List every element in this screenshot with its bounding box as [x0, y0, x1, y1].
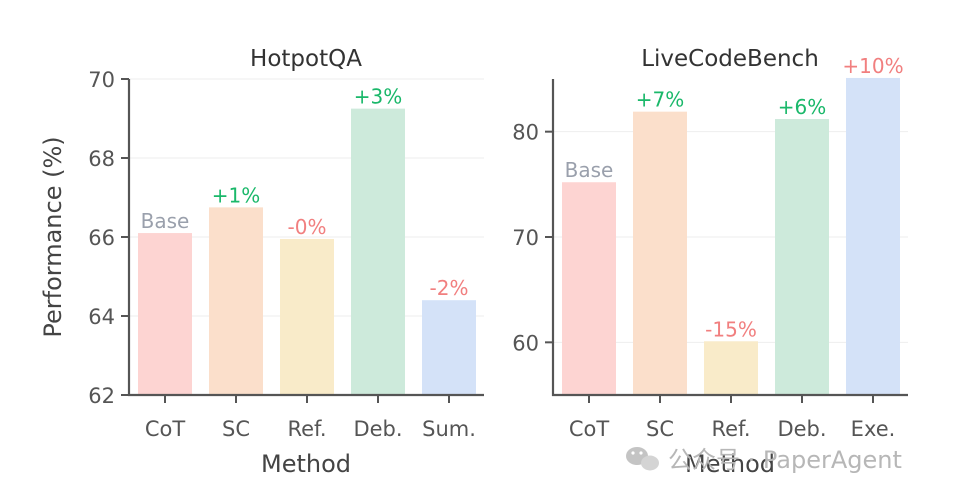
- data-label: +3%: [354, 85, 403, 109]
- bar-sum: [422, 300, 476, 395]
- y-tick-label: 66: [88, 226, 115, 250]
- data-label: Base: [565, 158, 614, 182]
- bar-ref: [280, 238, 334, 395]
- x-tick-label: CoT: [569, 417, 610, 441]
- y-axis-label: Performance (%): [39, 136, 67, 337]
- bar-sc: [633, 111, 687, 396]
- data-label: +10%: [842, 54, 903, 78]
- x-tick-label: Ref.: [287, 417, 326, 441]
- y-tick-label: 68: [88, 147, 115, 171]
- bar-cot: [562, 182, 616, 395]
- x-tick-label: Sum.: [422, 417, 476, 441]
- bar-deb: [775, 119, 829, 395]
- data-label: Base: [141, 209, 190, 233]
- bar-deb: [351, 108, 405, 395]
- bar-sc: [209, 207, 263, 395]
- data-label: +6%: [778, 95, 827, 119]
- bar-ref: [704, 341, 758, 395]
- watermark-text: 公众号 · PaperAgent: [668, 446, 902, 474]
- wechat-icon: [626, 447, 659, 471]
- x-tick-label: SC: [646, 417, 674, 441]
- bar-cot: [138, 233, 192, 395]
- x-axis-label: Method: [685, 450, 775, 478]
- x-tick-label: CoT: [145, 417, 186, 441]
- x-tick-label: Deb.: [353, 417, 402, 441]
- data-label: +7%: [636, 88, 685, 112]
- watermark: 公众号 · PaperAgent: [626, 446, 902, 474]
- x-tick-label: Deb.: [777, 417, 826, 441]
- chart-title: LiveCodeBench: [641, 46, 819, 72]
- x-tick-label: Exe.: [851, 417, 896, 441]
- y-tick-label: 70: [88, 68, 115, 92]
- y-tick-label: 80: [512, 121, 539, 145]
- data-label: -15%: [705, 317, 757, 341]
- y-tick-label: 62: [88, 384, 115, 408]
- data-label: -2%: [430, 276, 469, 300]
- y-tick-label: 70: [512, 226, 539, 250]
- x-axis-label: Method: [261, 450, 351, 478]
- bar-exe: [846, 77, 900, 396]
- panel-hotpotqa: HotpotQA Performance (%) Method Base CoT +…: [39, 46, 484, 478]
- data-label: -0%: [288, 215, 327, 239]
- panel-livecodebench: LiveCodeBench Method Base CoT +7% SC -15% Ref…: [512, 46, 908, 478]
- y-tick-label: 60: [512, 331, 539, 355]
- chart-title: HotpotQA: [250, 46, 362, 72]
- x-tick-label: SC: [222, 417, 250, 441]
- data-label: +1%: [212, 183, 261, 207]
- x-tick-label: Ref.: [711, 417, 750, 441]
- y-tick-label: 64: [88, 305, 115, 329]
